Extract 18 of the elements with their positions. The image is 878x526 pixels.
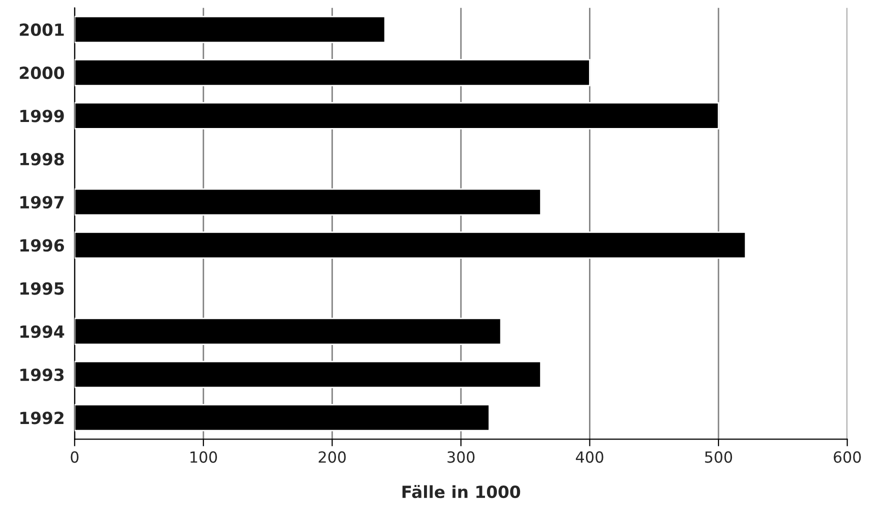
y-tick-label: 1997 xyxy=(20,196,64,209)
y-tick-label: 1996 xyxy=(20,239,64,252)
y-tick-label: 1995 xyxy=(20,282,64,295)
y-tick-label: 1993 xyxy=(20,368,64,382)
x-tick-label: 100 xyxy=(190,451,217,463)
x-tick-label: 500 xyxy=(705,451,732,463)
x-tick-label: 0 xyxy=(70,451,78,463)
y-tick-label: 1994 xyxy=(20,325,64,338)
y-tick-label: 1992 xyxy=(20,412,64,424)
x-tick-label: 600 xyxy=(834,451,861,463)
y-tick-label: 2000 xyxy=(20,66,64,80)
y-tick-label: 1998 xyxy=(20,152,64,166)
y-tick-label: 2001 xyxy=(20,23,64,36)
x-tick-label: 400 xyxy=(576,451,604,463)
x-tick-label: 300 xyxy=(448,451,475,463)
x-axis-title: Fälle in 1000 xyxy=(402,485,520,498)
y-tick-label: 1999 xyxy=(20,110,64,122)
x-tick-label: 200 xyxy=(318,451,346,463)
